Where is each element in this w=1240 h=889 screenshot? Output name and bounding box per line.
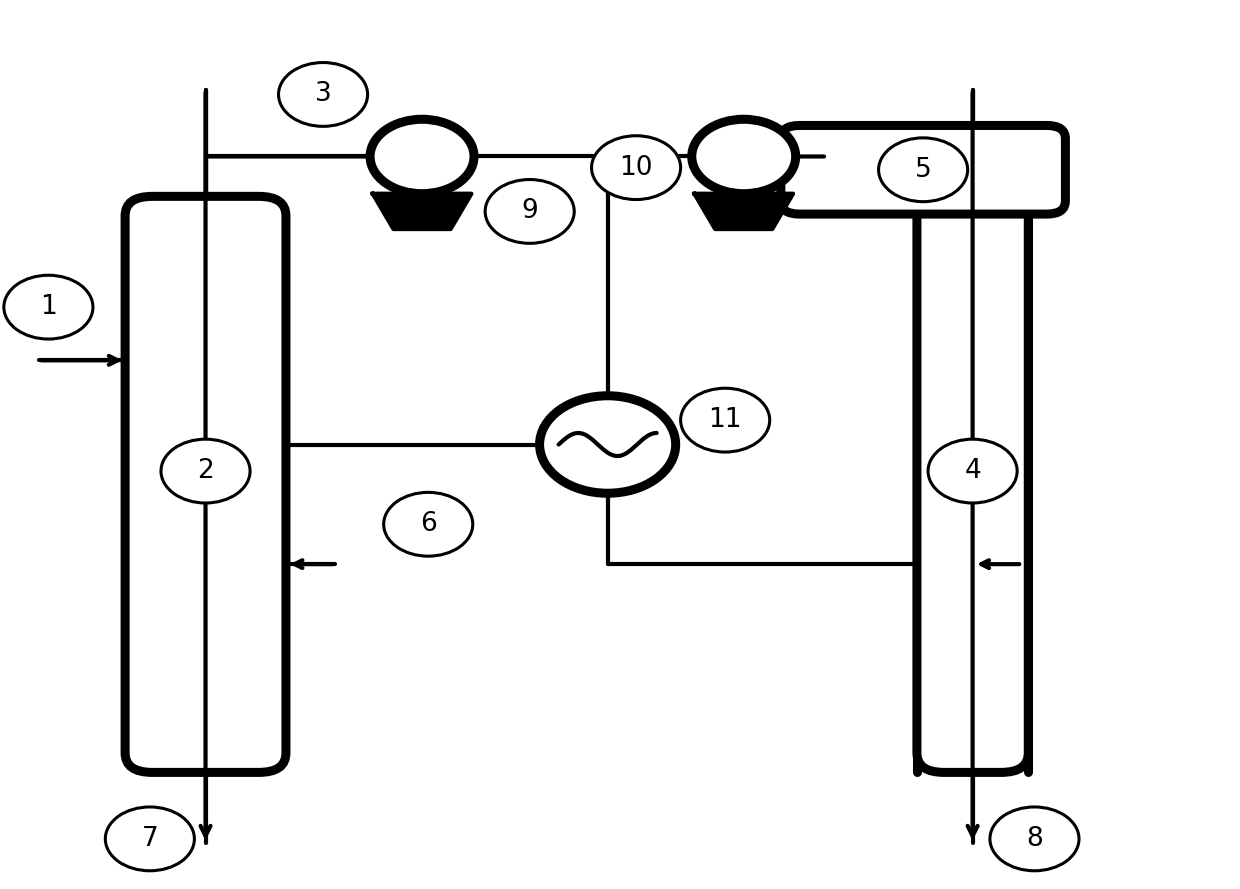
- FancyBboxPatch shape: [125, 196, 286, 773]
- Circle shape: [105, 807, 195, 870]
- Circle shape: [539, 396, 676, 493]
- Text: 8: 8: [1025, 826, 1043, 852]
- Circle shape: [692, 119, 796, 194]
- Text: 5: 5: [915, 156, 931, 183]
- Circle shape: [279, 62, 367, 126]
- Circle shape: [681, 388, 770, 452]
- Text: 6: 6: [420, 511, 436, 537]
- Text: 7: 7: [141, 826, 159, 852]
- Text: 2: 2: [197, 458, 215, 485]
- Circle shape: [591, 136, 681, 199]
- Circle shape: [383, 493, 472, 557]
- Circle shape: [4, 276, 93, 339]
- Polygon shape: [373, 194, 471, 229]
- FancyBboxPatch shape: [781, 125, 1065, 214]
- Text: 9: 9: [521, 198, 538, 224]
- Circle shape: [485, 180, 574, 244]
- FancyBboxPatch shape: [916, 196, 1028, 773]
- Circle shape: [161, 439, 250, 503]
- Circle shape: [990, 807, 1079, 870]
- Text: 3: 3: [315, 82, 331, 108]
- Circle shape: [879, 138, 967, 202]
- Circle shape: [928, 439, 1017, 503]
- Text: 10: 10: [619, 155, 652, 180]
- Polygon shape: [694, 194, 794, 229]
- Text: 4: 4: [965, 458, 981, 485]
- Circle shape: [370, 119, 474, 194]
- Text: 11: 11: [708, 407, 742, 433]
- Text: 1: 1: [40, 294, 57, 320]
